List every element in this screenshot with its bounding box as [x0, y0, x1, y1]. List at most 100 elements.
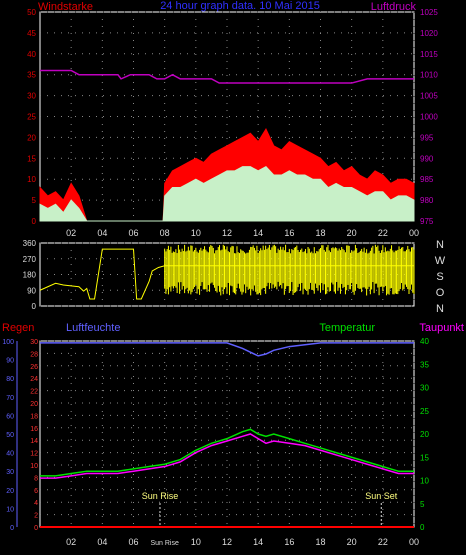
temp-x-tick: Sun Rise	[150, 540, 179, 547]
direction-letter: S	[436, 271, 443, 283]
humidity-y-tick: 20	[6, 488, 14, 495]
humidity-y-tick: 0	[10, 525, 14, 532]
wind-y-tick: 25	[27, 113, 36, 122]
pressure-y-tick: 1015	[420, 50, 438, 59]
temp-x-tick: 06	[128, 537, 138, 547]
pressure-y-tick: 1025	[420, 8, 438, 17]
wind-y-tick: 50	[27, 8, 36, 17]
wind-x-tick: 16	[284, 228, 294, 238]
wind-y-tick: 30	[27, 92, 36, 101]
rain-y-tick: 0	[34, 525, 38, 532]
pressure-y-tick: 980	[420, 196, 434, 205]
wind-x-tick: 00	[409, 228, 419, 238]
humidity-y-tick: 10	[6, 506, 14, 513]
humidity-y-tick: 80	[6, 376, 14, 383]
rain-y-tick: 8	[34, 475, 38, 482]
temp-x-tick: 22	[378, 537, 388, 547]
pressure-y-tick: 985	[420, 175, 434, 184]
sun-set-label: Sun Set	[365, 491, 398, 501]
rain-y-tick: 20	[30, 401, 38, 408]
wind-gust-series	[39, 166, 415, 222]
temp-x-tick: 04	[97, 537, 107, 547]
rain-label: Regen	[2, 322, 34, 334]
wind-y-tick: 15	[27, 154, 36, 163]
wind-y-tick: 5	[32, 196, 37, 205]
direction-letter: O	[436, 287, 445, 299]
temp-x-tick: 12	[222, 537, 232, 547]
direction-y-tick: 270	[23, 255, 37, 264]
pressure-y-tick: 975	[420, 217, 434, 226]
wind-gust-area	[39, 166, 415, 222]
rain-y-tick: 18	[30, 413, 38, 420]
humidity-label: Luftfeuchte	[66, 322, 120, 334]
rain-y-tick: 26	[30, 364, 38, 371]
wind-x-tick: 12	[222, 228, 232, 238]
pressure-y-tick: 1000	[420, 113, 438, 122]
humidity-y-tick: 60	[6, 413, 14, 420]
direction-y-tick: 0	[32, 302, 37, 311]
direction-letter: W	[435, 255, 446, 267]
wind-x-tick: 18	[315, 228, 325, 238]
temperature-y-tick: 30	[420, 384, 429, 393]
temperature-humidity-panel: Sun Rise Sun Set 024681012141618202224262…	[2, 322, 464, 547]
temp-x-tick: 18	[315, 537, 325, 547]
wind-x-tick: 06	[128, 228, 138, 238]
dewpoint-line	[40, 433, 414, 479]
temp-x-tick: 02	[66, 537, 76, 547]
wind-x-tick: 10	[191, 228, 201, 238]
temperature-y-tick: 0	[420, 523, 425, 532]
rain-y-tick: 16	[30, 426, 38, 433]
wind-y-tick: 35	[27, 71, 36, 80]
temp-series	[40, 342, 414, 528]
rain-y-tick: 14	[30, 438, 38, 445]
wind-x-ticks: 02 04 06 08 10 12 14 16 18 20 22 00	[66, 228, 419, 238]
temp-x-tick: 20	[347, 537, 357, 547]
temp-panel-grid	[40, 340, 415, 528]
dewpoint-label: Taupunkt	[419, 322, 464, 334]
wind-x-tick: 14	[253, 228, 263, 238]
pressure-label: Luftdruck	[371, 1, 417, 13]
wind-y-tick: 40	[27, 50, 36, 59]
temperature-y-tick: 15	[420, 453, 429, 462]
pressure-series	[40, 69, 414, 84]
humidity-y-tick: 30	[6, 469, 14, 476]
direction-letter: N	[436, 303, 444, 315]
temp-x-tick: 16	[284, 537, 294, 547]
wind-x-tick: 02	[66, 228, 76, 238]
wind-x-tick: 22	[378, 228, 388, 238]
humidity-y-ticks: 0 10 20 30 40 50 60 70 80 90 100	[2, 339, 18, 532]
temp-x-tick: 00	[409, 537, 419, 547]
direction-letter: N	[436, 239, 444, 251]
wind-y-ticks: 0 5 10 15 20 25 30 35 40 45 50	[27, 8, 36, 226]
temperature-y-tick: 20	[420, 430, 429, 439]
temp-x-tick: 14	[253, 537, 263, 547]
pressure-y-tick: 990	[420, 154, 434, 163]
direction-y-ticks: 0 90 180 270 360	[23, 239, 37, 311]
chart-title: 24 hour graph data. 10 Mai 2015	[160, 0, 320, 12]
pressure-line	[40, 69, 414, 84]
wind-y-tick: 45	[27, 29, 36, 38]
pressure-y-ticks: 975 980 985 990 995 1000 1005 1010 1015 1020 1025	[420, 8, 438, 226]
temperature-y-tick: 25	[420, 407, 429, 416]
pressure-y-tick: 995	[420, 133, 434, 142]
direction-y-tick: 360	[23, 239, 37, 248]
rain-y-tick: 4	[34, 500, 38, 507]
rain-y-tick: 30	[30, 339, 38, 346]
wind-y-tick: 10	[27, 175, 36, 184]
wind-x-tick: 20	[347, 228, 357, 238]
rain-y-tick: 2	[34, 513, 38, 520]
wind-y-tick: 20	[27, 133, 36, 142]
temperature-y-tick: 5	[420, 500, 425, 509]
rain-y-tick: 28	[30, 351, 38, 358]
rain-y-tick: 10	[30, 463, 38, 470]
wind-x-tick: 04	[97, 228, 107, 238]
temperature-y-tick: 35	[420, 360, 429, 369]
wind-y-tick: 0	[32, 217, 37, 226]
temperature-y-tick: 10	[420, 477, 429, 486]
temperature-y-tick: 40	[420, 337, 429, 346]
pressure-y-tick: 1005	[420, 92, 438, 101]
